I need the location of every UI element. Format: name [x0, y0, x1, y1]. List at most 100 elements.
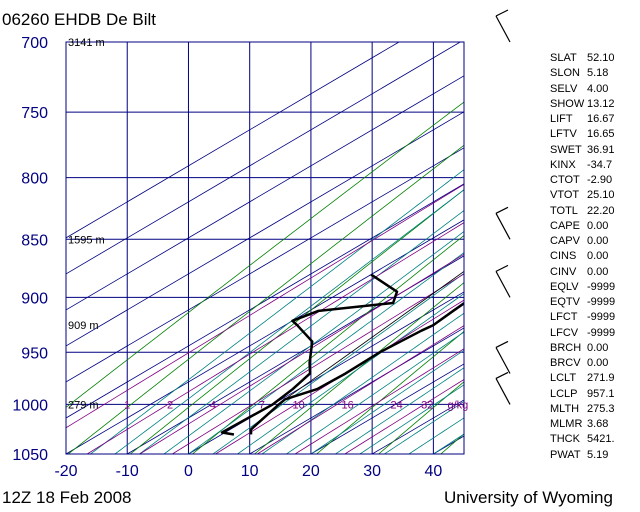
index-row: EQLV -9999 [550, 280, 630, 295]
moist-adiabat-line [286, 331, 464, 454]
isotherm-line [249, 327, 464, 454]
index-value: 0.00 [587, 357, 609, 369]
index-row: SWET 36.91 [550, 143, 630, 158]
index-row: LCLP 957.1 [550, 387, 630, 402]
index-row: BRCH 0.00 [550, 341, 630, 356]
index-key: CINS [550, 250, 577, 263]
isotherm-line [66, 42, 400, 239]
temperature-tick-label: 10 [241, 463, 259, 480]
index-value: -9999 [587, 280, 616, 293]
index-row: SLAT 52.10 [550, 51, 630, 66]
temperature-tick-label: 40 [424, 463, 442, 480]
temperature-tick-label: 0 [184, 463, 193, 480]
isotherm-line [66, 219, 464, 454]
index-value: 0.00 [587, 219, 609, 232]
height-label: 279 m [68, 399, 99, 411]
index-row: CINS 0.00 [550, 249, 630, 264]
wind-barb [495, 264, 511, 298]
index-key: LFCT [550, 311, 578, 324]
moist-adiabat-line [114, 189, 464, 454]
moist-adiabat-line [163, 231, 464, 454]
observation-time: 12Z 18 Feb 2008 [2, 488, 132, 507]
index-row: CAPV 0.00 [550, 234, 630, 249]
moist-adiabat-line [261, 312, 464, 454]
mixing-ratio-label: 10 [293, 399, 305, 411]
dry-adiabat-line [66, 101, 464, 408]
mixing-ratio-label: 16 [342, 399, 354, 411]
index-row: CINV 0.00 [550, 265, 630, 280]
index-row: SHOW 13.12 [550, 97, 630, 112]
index-value: 0.00 [587, 235, 609, 247]
dry-adiabat-line [254, 282, 464, 454]
index-value: 4.00 [587, 82, 609, 95]
moist-adiabat-line [237, 293, 464, 454]
plot-border [65, 41, 465, 455]
index-row: CAPE 0.00 [550, 219, 630, 234]
index-key: SELV [550, 82, 578, 95]
index-value: 957.1 [587, 387, 615, 400]
index-key: MLMR [550, 418, 583, 430]
index-value: 5421. [587, 433, 615, 446]
index-value: 52.10 [587, 52, 615, 64]
index-key: CAPV [550, 235, 580, 247]
dry-adiabat-line [67, 144, 464, 454]
mixing-ratio-label: 1 [124, 399, 130, 411]
index-key: EQTV [550, 296, 580, 308]
index-value: 16.67 [587, 113, 615, 125]
index-value: 275.3 [587, 402, 615, 415]
index-row: MLMR 3.68 [550, 417, 630, 432]
pressure-tick-label: 750 [21, 105, 48, 122]
index-row: THCK 5421. [550, 432, 630, 447]
dry-adiabat-line [316, 330, 464, 454]
mixing-ratio-line [294, 348, 464, 454]
station-title: 06260 EHDB De Bilt [2, 10, 157, 29]
index-value: 36.91 [587, 143, 615, 156]
moist-adiabat-line [139, 210, 464, 454]
pressure-tick-label: 900 [21, 290, 48, 307]
index-value: 271.9 [587, 372, 615, 385]
index-row: LIFT 16.67 [550, 112, 630, 127]
index-row: CTOT -2.90 [550, 173, 630, 188]
index-key: CAPE [550, 219, 580, 232]
moist-adiabat-line [188, 252, 464, 454]
dry-adiabat-line [130, 189, 464, 454]
temperature-line [249, 301, 464, 435]
moist-adiabat-line [90, 169, 464, 454]
index-key: CINV [550, 265, 577, 278]
parcel-line [277, 270, 464, 405]
grid-lines [65, 41, 464, 455]
wind-barb [495, 9, 511, 43]
index-key: LCLP [550, 387, 578, 400]
index-key: VTOT [550, 189, 580, 202]
plot-area [66, 42, 464, 454]
temperature-tick-label: -10 [116, 463, 139, 480]
pressure-tick-label: 1050 [12, 447, 48, 464]
isotherm-line [127, 255, 464, 454]
mixing-ratio-label: 24 [391, 399, 403, 411]
index-key: KINX [550, 158, 576, 171]
index-value: 16.65 [587, 128, 615, 141]
pressure-tick-label: 950 [21, 345, 48, 362]
index-row: TOTL 22.20 [550, 204, 630, 219]
index-value: 3.68 [587, 418, 609, 430]
index-key: BRCH [550, 341, 582, 354]
index-row: EQTV -9999 [550, 295, 630, 310]
wind-barb [495, 340, 511, 374]
mixing-ratio-line [344, 379, 464, 454]
mixing-ratio-line [86, 222, 464, 454]
height-label: 1595 m [68, 234, 105, 246]
mixing-ratio-label: g/kg [447, 399, 468, 411]
isotherm-line [66, 147, 464, 383]
index-key: TOTL [550, 204, 578, 217]
moist-adiabat-line [310, 349, 464, 454]
temperature-tick-label: 20 [302, 463, 320, 480]
index-value: -9999 [587, 311, 616, 324]
pressure-tick-label: 1000 [12, 397, 48, 414]
isotherm-line [66, 75, 464, 311]
index-key: LFCV [550, 326, 579, 339]
index-key: LIFT [550, 113, 573, 125]
height-label: 3141 m [68, 37, 105, 49]
mixing-ratio-label: 7 [259, 399, 265, 411]
